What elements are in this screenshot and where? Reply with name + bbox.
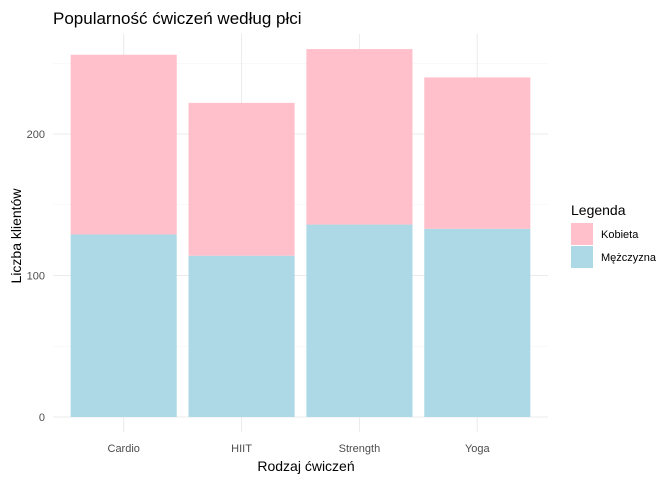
x-tick-label: Strength (339, 443, 381, 455)
legend: Legenda Kobieta Mężczyzna (571, 202, 657, 268)
bar-strength-m (306, 224, 413, 417)
y-tick-label: 200 (27, 129, 45, 141)
y-axis-title: Liczba klientów (8, 188, 24, 284)
legend-swatch (571, 223, 593, 245)
x-tick-label: Yoga (465, 443, 491, 455)
legend-title: Legenda (571, 202, 626, 218)
bar-yoga-m (424, 228, 531, 417)
legend-label: Mężczyzna (601, 252, 657, 264)
x-axis-title: Rodzaj ćwiczeń (257, 458, 354, 474)
y-axis: 0 100 200 (27, 129, 45, 424)
bar-hiit-k (188, 102, 295, 256)
x-tick-label: HIIT (231, 443, 252, 455)
legend-label: Kobieta (601, 229, 639, 241)
x-axis: Cardio HIIT Strength Yoga (108, 443, 491, 455)
x-tick-label: Cardio (108, 443, 140, 455)
y-tick-label: 100 (27, 271, 45, 283)
bar-cardio-m (70, 234, 177, 417)
bars (70, 49, 531, 417)
chart-title: Popularność ćwiczeń według płci (53, 9, 302, 28)
bar-strength-k (306, 49, 413, 225)
y-tick-label: 0 (39, 412, 45, 424)
bar-cardio-k (70, 54, 177, 235)
bar-yoga-k (424, 77, 531, 229)
bar-hiit-m (188, 255, 295, 417)
legend-swatch (571, 246, 593, 268)
